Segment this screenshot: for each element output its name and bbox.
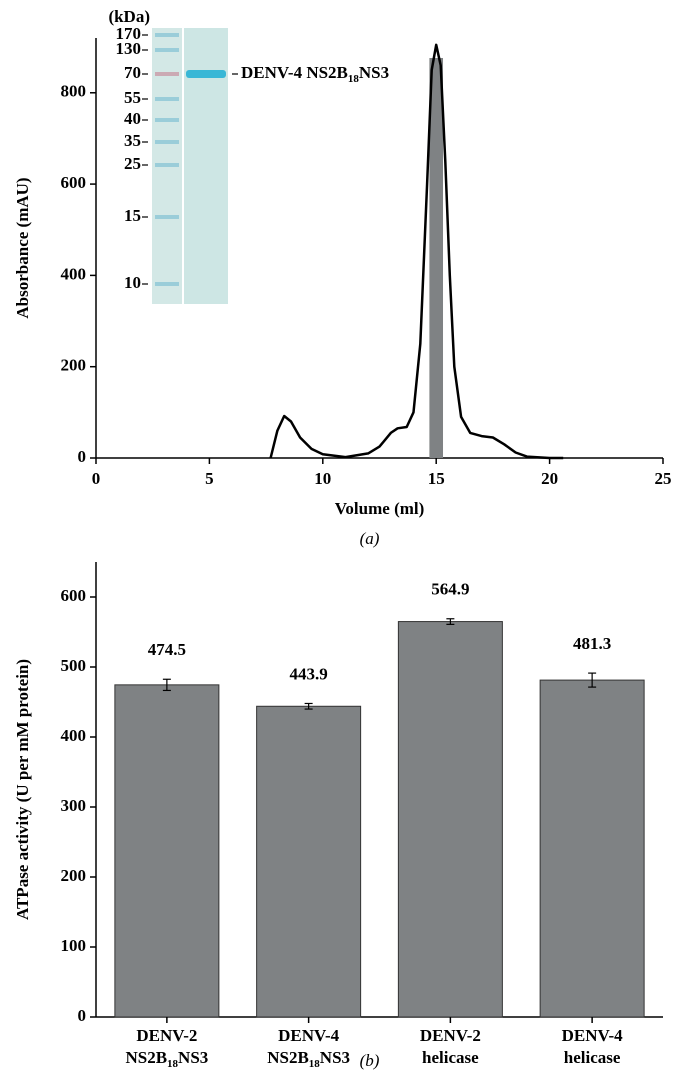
chromatogram-line (269, 43, 564, 460)
y-tick-label: 300 (61, 796, 87, 815)
x-tick-label: 25 (655, 469, 672, 488)
x-tick-label: 10 (314, 469, 331, 488)
y-axis-label: ATPase activity (U per mM protein) (13, 659, 32, 920)
marker-band (155, 163, 179, 167)
value-label: 474.5 (148, 640, 186, 659)
marker-band (155, 48, 179, 52)
value-label: 564.9 (431, 580, 469, 599)
y-tick-label: 400 (61, 264, 87, 283)
bar (114, 684, 220, 1018)
marker-label: 10 (124, 273, 141, 292)
marker-band (155, 118, 179, 122)
bar (256, 705, 362, 1018)
y-tick-label: 0 (78, 1006, 87, 1025)
marker-band (155, 33, 179, 37)
y-tick-label: 400 (61, 726, 87, 745)
marker-band (155, 282, 179, 286)
marker-band (155, 72, 179, 76)
x-tick-label: DENV-2 helicase (420, 1026, 481, 1067)
y-tick-label: 600 (61, 586, 87, 605)
x-tick-label: 15 (428, 469, 445, 488)
panel-label: (b) (360, 1051, 380, 1070)
x-tick-label: DENV-4 NS2B18NS3 (267, 1026, 350, 1070)
bar (539, 679, 645, 1018)
marker-label: 35 (124, 131, 141, 150)
marker-label: 15 (124, 206, 141, 225)
x-tick-label: 0 (92, 469, 101, 488)
x-tick-label: DENV-2 NS2B18NS3 (125, 1026, 208, 1070)
gel-unit: (kDa) (108, 7, 150, 26)
marker-band (155, 140, 179, 144)
fraction-band (429, 58, 444, 458)
y-tick-label: 0 (78, 447, 87, 466)
marker-label: 170 (116, 24, 142, 43)
marker-label: 70 (124, 63, 141, 82)
y-tick-label: 500 (61, 656, 87, 675)
sample-lane (184, 28, 228, 304)
marker-band (155, 97, 179, 101)
value-label: 443.9 (290, 664, 328, 683)
marker-label: 40 (124, 109, 141, 128)
y-tick-label: 200 (61, 356, 87, 375)
band-label: DENV-4 NS2B18NS3 (241, 63, 389, 85)
marker-band (155, 215, 179, 219)
y-tick-label: 600 (61, 173, 87, 192)
x-tick-label: 20 (541, 469, 558, 488)
y-tick-label: 200 (61, 866, 87, 885)
value-label: 481.3 (573, 634, 611, 653)
x-tick-label: 5 (205, 469, 214, 488)
panel-label: (a) (360, 529, 380, 548)
x-axis-label: Volume (ml) (335, 499, 425, 518)
marker-label: 55 (124, 88, 141, 107)
x-tick-label: DENV-4 helicase (562, 1026, 624, 1067)
bar (397, 621, 503, 1018)
y-tick-label: 100 (61, 936, 87, 955)
y-axis-label: Absorbance (mAU) (13, 177, 32, 318)
protein-band (186, 70, 226, 78)
y-tick-label: 800 (61, 82, 87, 101)
marker-label: 130 (116, 39, 142, 58)
marker-label: 25 (124, 154, 141, 173)
